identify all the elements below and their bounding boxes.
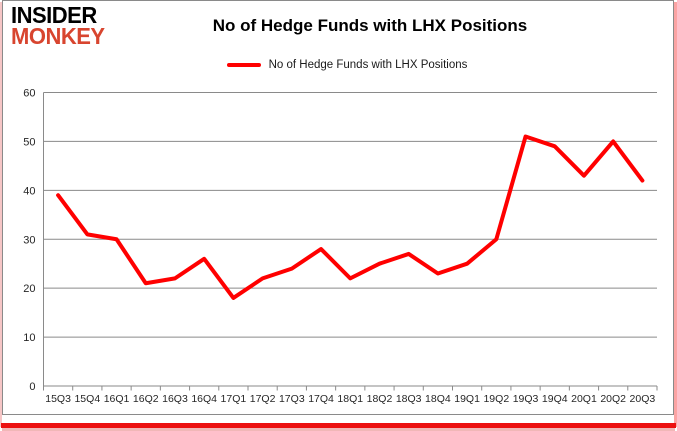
frame-bottom-accent [1,423,676,428]
x-tick-label: 20Q3 [630,393,656,405]
y-tick-label: 0 [29,381,35,393]
legend-line-marker-icon [226,62,261,68]
x-tick-label: 18Q3 [396,393,422,405]
x-tick-label: 18Q4 [425,393,451,405]
x-tick-label: 16Q3 [162,393,188,405]
y-tick-label: 50 [23,136,35,148]
line-chart-plot: 0 10 20 30 40 50 60 15Q3 15Q4 16Q1 16Q2 16Q3 16Q4 17Q… [23,88,658,405]
chart-title: No of Hedge Funds with LHX Positions [212,16,528,35]
y-tick-label: 10 [23,332,35,344]
x-tick-label: 16Q4 [191,393,217,405]
x-tick-label: 16Q1 [104,393,130,405]
y-tick-label: 60 [23,88,35,100]
x-tick-label: 17Q4 [308,393,334,405]
x-tick-label: 19Q4 [542,393,568,405]
x-tick-label: 17Q3 [279,393,305,405]
logo-line-monkey: MONKEY [11,23,105,50]
logo-line-insider: INSIDER [11,1,97,29]
x-tick-label: 15Q3 [45,393,71,405]
y-tick-label: 20 [23,283,35,295]
chart-card: INSIDER MONKEY No of Hedge Funds with LH… [2,0,674,415]
x-tick-label: 17Q2 [250,393,276,405]
frame-right-accent [674,2,677,427]
x-tick-label: 20Q2 [600,393,626,405]
frame-left-accent [0,2,2,427]
x-tick-label: 18Q1 [337,393,363,405]
x-tick-label: 18Q2 [367,393,393,405]
series-line [56,134,645,300]
chart-legend: No of Hedge Funds with LHX Positions [3,59,673,71]
frame-bottom-accent-fade [2,428,675,431]
x-tick-label: 20Q1 [571,393,597,405]
x-tick-label: 17Q1 [221,393,247,405]
x-tick-label: 19Q1 [454,393,480,405]
x-tick-label: 15Q4 [74,393,100,405]
insider-monkey-logo: INSIDER MONKEY [11,1,105,50]
x-tick-label: 16Q2 [133,393,159,405]
legend-series-label: No of Hedge Funds with LHX Positions [268,59,468,71]
y-tick-label: 30 [23,234,35,246]
x-tick-label: 19Q3 [513,393,539,405]
x-tick-label: 19Q2 [483,393,509,405]
y-tick-label: 40 [23,185,35,197]
